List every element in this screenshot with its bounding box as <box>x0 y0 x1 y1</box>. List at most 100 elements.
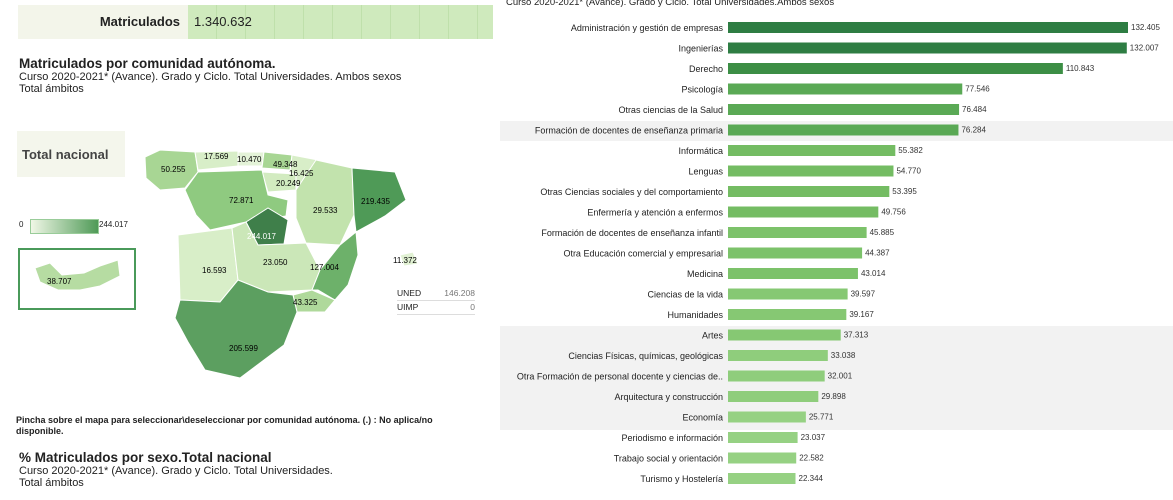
region-andalucia[interactable] <box>174 279 298 379</box>
bar-category-label: Administración y gestión de empresas <box>571 23 724 33</box>
bar[interactable] <box>728 452 797 464</box>
bar[interactable] <box>728 288 848 300</box>
bar-value-label: 76.284 <box>961 126 986 135</box>
bar[interactable] <box>728 206 879 218</box>
region-value-canarias: 38.707 <box>47 277 72 286</box>
bar-value-label: 45.885 <box>870 228 895 237</box>
bar-category-label: Medicina <box>687 269 723 279</box>
bar-category-label: Lenguas <box>688 167 723 177</box>
bar[interactable] <box>728 391 819 402</box>
region-value-cataluna: 219.435 <box>361 197 390 206</box>
bar[interactable] <box>728 22 1128 33</box>
bar-category-label: Humanidades <box>667 310 723 320</box>
region-value-pais-vasco: 49.348 <box>273 160 298 169</box>
bar-category-label: Arquitectura y construcción <box>614 392 723 402</box>
map-note: Pincha sobre el mapa para seleccionar\de… <box>16 415 433 436</box>
region-cataluna[interactable] <box>351 167 407 233</box>
bar-category-label: Trabajo social y orientación <box>614 454 723 464</box>
bar[interactable] <box>728 104 960 115</box>
map-title: Matriculados por comunidad autónoma. <box>19 56 276 71</box>
uned-value: 146.208 <box>444 288 475 298</box>
bar[interactable] <box>728 268 858 279</box>
uimp-value: 0 <box>470 302 475 312</box>
bar[interactable] <box>728 186 890 197</box>
bar[interactable] <box>728 350 828 361</box>
region-value-valencia: 127.004 <box>310 263 339 272</box>
region-value-navarra: 16.425 <box>289 169 314 178</box>
region-value-asturias: 17.569 <box>204 152 229 161</box>
bar[interactable] <box>728 247 863 259</box>
bar-category-label: Otra Educación comercial y empresarial <box>563 249 723 259</box>
region-value-galicia: 50.255 <box>161 165 186 174</box>
region-value-andalucia: 205.599 <box>229 344 258 353</box>
sex-header: % Matriculados por sexo.Total nacional C… <box>19 450 333 489</box>
bar[interactable] <box>728 63 1063 74</box>
region-value-castilla-leon: 72.871 <box>229 196 254 205</box>
bar-value-label: 132.007 <box>1130 44 1159 53</box>
bar-category-label: Ciencias Físicas, químicas, geológicas <box>568 351 723 361</box>
bar-value-label: 37.313 <box>844 331 869 340</box>
bar-category-label: Turismo y Hostelería <box>640 474 723 484</box>
spain-map: 50.255 17.569 10.470 49.348 16.425 20.24… <box>34 149 419 379</box>
bar[interactable] <box>728 145 896 156</box>
bar-chart: Administración y gestión de empresas 132.… <box>500 22 1173 484</box>
bar[interactable] <box>728 473 796 484</box>
region-value-cantabria: 10.470 <box>237 155 262 164</box>
bar[interactable] <box>728 165 894 177</box>
region-value-la-rioja: 20.249 <box>276 179 301 188</box>
bar-category-label: Economía <box>682 413 723 423</box>
region-value-murcia: 43.325 <box>293 298 318 307</box>
bar-category-label: Psicología <box>681 85 723 95</box>
total-nacional-button[interactable]: Total nacional <box>17 131 125 177</box>
bar-value-label: 49.756 <box>881 208 906 217</box>
bar-category-label: Periodismo e información <box>621 433 723 443</box>
bar[interactable] <box>728 411 806 423</box>
bar-category-label: Formación de docentes de enseñanza infan… <box>541 228 723 238</box>
bar-value-label: 22.344 <box>799 474 824 483</box>
bar-value-label: 39.167 <box>849 310 874 319</box>
table-row[interactable]: UNED 146.208 <box>397 287 475 301</box>
region-value-madrid: 244.017 <box>247 232 276 241</box>
bar-value-label: 76.484 <box>962 105 987 114</box>
bar-value-label: 25.771 <box>809 413 834 422</box>
legend-min: 0 <box>19 220 24 229</box>
region-value-baleares: 11.372 <box>393 256 417 265</box>
region-value-aragon: 29.533 <box>313 206 338 215</box>
canarias-inset[interactable] <box>18 248 136 310</box>
region-baleares[interactable] <box>399 251 419 267</box>
bar-value-label: 23.037 <box>801 433 826 442</box>
bar-category-label: Artes <box>702 331 724 341</box>
bar-category-label: Formación de docentes de enseñanza prima… <box>535 126 723 136</box>
table-row[interactable]: UIMP 0 <box>397 301 475 315</box>
uned-label: UNED <box>397 288 422 298</box>
bar-value-label: 33.038 <box>831 351 856 360</box>
bar[interactable] <box>728 227 867 238</box>
region-canarias[interactable] <box>34 259 121 291</box>
bar[interactable] <box>728 370 825 382</box>
total-label-cell: Matriculados <box>18 5 188 39</box>
bar-category-label: Ingenierías <box>678 44 723 54</box>
total-value: 1.340.632 <box>194 14 252 29</box>
bar[interactable] <box>728 124 959 136</box>
bar[interactable] <box>728 42 1127 54</box>
total-value-cell: 1.340.632 <box>188 5 493 39</box>
sex-scope: Total ámbitos <box>19 477 84 489</box>
bar-value-label: 39.597 <box>851 290 876 299</box>
region-galicia[interactable] <box>144 149 199 191</box>
sex-subtitle: Curso 2020-2021* (Avance). Grado y Ciclo… <box>19 465 333 477</box>
bar[interactable] <box>728 83 963 95</box>
bar-value-label: 53.395 <box>892 187 917 196</box>
bar-category-label: Informática <box>678 146 723 156</box>
bar-category-label: Otras ciencias de la Salud <box>618 105 723 115</box>
extra-universities-table: UNED 146.208 UIMP 0 <box>397 287 475 315</box>
bar-category-label: Otra Formación de personal docente y cie… <box>517 372 723 382</box>
bar-value-label: 29.898 <box>821 392 846 401</box>
bar-value-label: 55.382 <box>898 146 923 155</box>
highlight-band-2 <box>500 326 1173 430</box>
region-murcia[interactable] <box>292 289 336 313</box>
bar-category-label: Derecho <box>689 64 723 74</box>
map-header: Matriculados por comunidad autónoma. Cur… <box>19 56 401 95</box>
bar[interactable] <box>728 432 798 443</box>
bar[interactable] <box>728 329 841 341</box>
bar[interactable] <box>728 309 847 320</box>
